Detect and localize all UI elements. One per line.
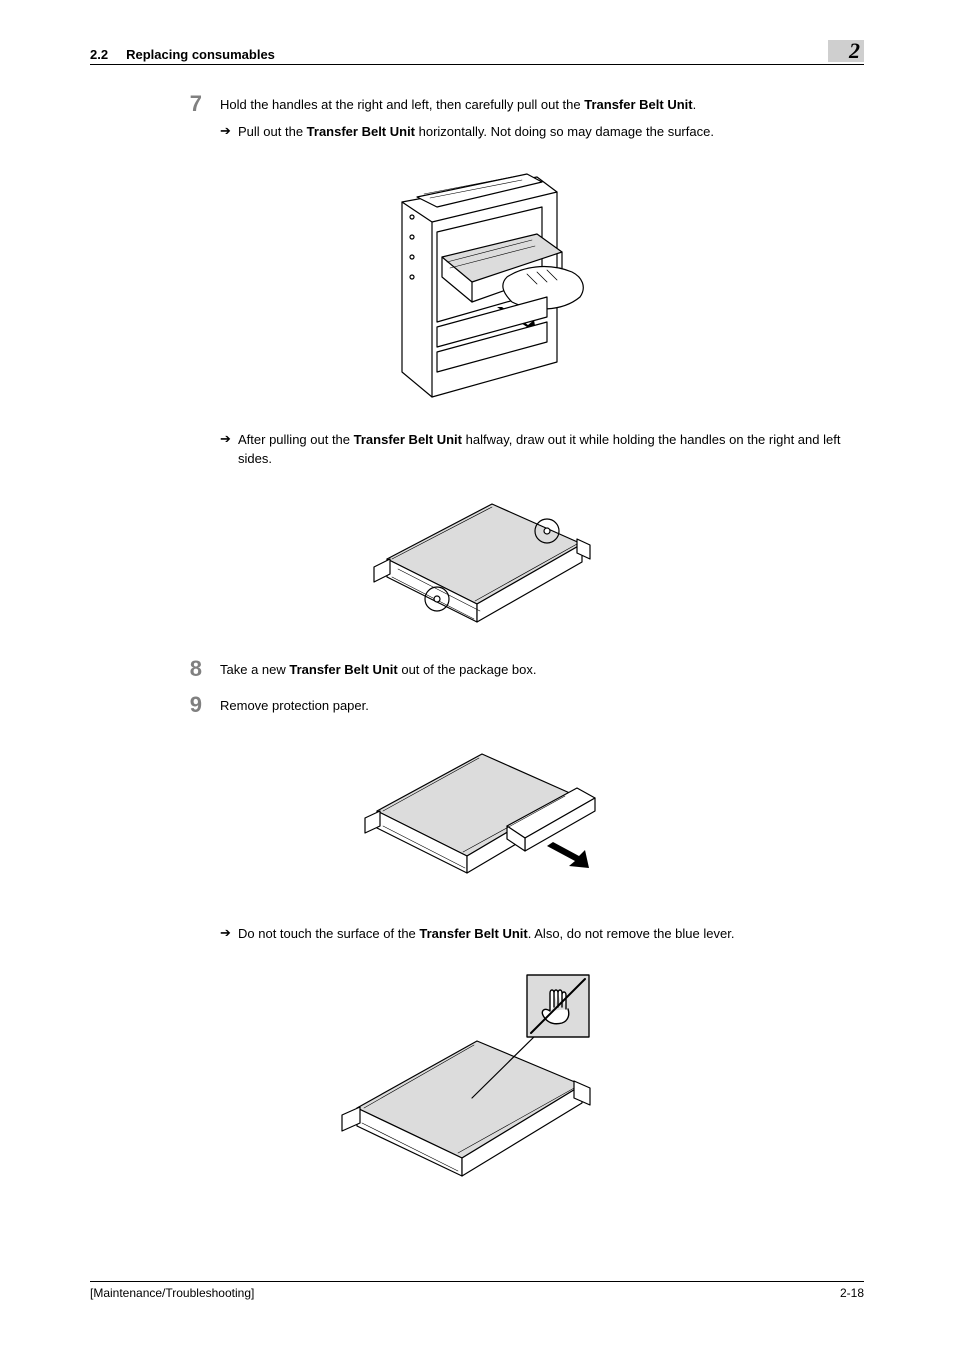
footer-right: 2-18 — [840, 1286, 864, 1300]
chapter-number: 2 — [849, 40, 860, 62]
figure-pullout-printer — [90, 162, 864, 407]
page-header: 2.2 Replacing consumables 2 — [90, 40, 864, 65]
sub-bullet: ➔ Pull out the Transfer Belt Unit horizo… — [220, 123, 864, 142]
figure-no-touch — [90, 963, 864, 1198]
step-number: 8 — [180, 658, 220, 680]
arrow-icon: ➔ — [220, 431, 238, 469]
step-text: Take a new Transfer Belt Unit out of the… — [220, 658, 864, 680]
page-footer: [Maintenance/Troubleshooting] 2-18 — [90, 1281, 864, 1300]
sub-text: Do not touch the surface of the Transfer… — [238, 925, 864, 944]
section-heading: 2.2 Replacing consumables — [90, 47, 275, 62]
sub-text: After pulling out the Transfer Belt Unit… — [238, 431, 864, 469]
arrow-icon: ➔ — [220, 123, 238, 142]
step-text: Remove protection paper. — [220, 694, 864, 716]
chapter-badge: 2 — [828, 40, 864, 62]
figure-belt-unit-iso — [90, 489, 864, 634]
step-text: Hold the handles at the right and left, … — [220, 93, 864, 115]
section-title: Replacing consumables — [126, 47, 275, 62]
sub-bullet: ➔ After pulling out the Transfer Belt Un… — [220, 431, 864, 469]
figure-remove-paper — [90, 736, 864, 901]
step-8: 8 Take a new Transfer Belt Unit out of t… — [180, 658, 864, 680]
section-number: 2.2 — [90, 47, 108, 62]
footer-left: [Maintenance/Troubleshooting] — [90, 1286, 254, 1300]
step-9: 9 Remove protection paper. — [180, 694, 864, 716]
step-7: 7 Hold the handles at the right and left… — [180, 93, 864, 115]
sub-text: Pull out the Transfer Belt Unit horizont… — [238, 123, 864, 142]
sub-bullet: ➔ Do not touch the surface of the Transf… — [220, 925, 864, 944]
step-number: 7 — [180, 93, 220, 115]
arrow-icon: ➔ — [220, 925, 238, 944]
step-number: 9 — [180, 694, 220, 716]
